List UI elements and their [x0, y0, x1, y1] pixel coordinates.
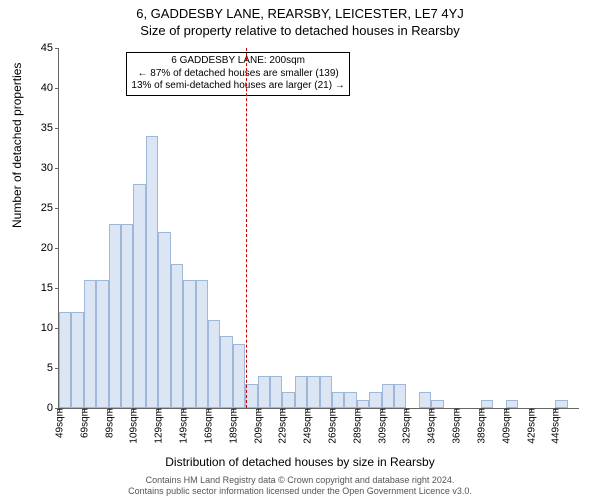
x-tick-label: 89sqm — [102, 408, 115, 438]
x-tick-label: 389sqm — [474, 408, 487, 444]
x-axis-label: Distribution of detached houses by size … — [0, 455, 600, 469]
histogram-bar — [158, 232, 170, 408]
y-axis-label: Number of detached properties — [10, 63, 24, 228]
histogram-bar — [208, 320, 220, 408]
histogram-bar — [555, 400, 567, 408]
plot-area: 6 GADDESBY LANE: 200sqm ← 87% of detache… — [58, 48, 579, 409]
x-tick-label: 229sqm — [276, 408, 289, 444]
x-tick-label: 269sqm — [326, 408, 339, 444]
x-tick-label: 129sqm — [152, 408, 165, 444]
chart-container: 6, GADDESBY LANE, REARSBY, LEICESTER, LE… — [0, 0, 600, 500]
y-tick-mark — [55, 248, 59, 249]
x-tick-label: 209sqm — [251, 408, 264, 444]
x-tick-label: 329sqm — [400, 408, 413, 444]
y-tick-mark — [55, 168, 59, 169]
x-tick-label: 409sqm — [499, 408, 512, 444]
footer-line1: Contains HM Land Registry data © Crown c… — [0, 475, 600, 486]
annotation-line1: 6 GADDESBY LANE: 200sqm — [131, 55, 344, 68]
histogram-bar — [171, 264, 183, 408]
x-tick-label: 109sqm — [127, 408, 140, 444]
marker-annotation: 6 GADDESBY LANE: 200sqm ← 87% of detache… — [126, 52, 349, 96]
x-tick-label: 169sqm — [201, 408, 214, 444]
histogram-bar — [307, 376, 319, 408]
histogram-bar — [196, 280, 208, 408]
histogram-bar — [394, 384, 406, 408]
histogram-bar — [233, 344, 245, 408]
histogram-bar — [109, 224, 121, 408]
histogram-bar — [431, 400, 443, 408]
title-sub: Size of property relative to detached ho… — [0, 21, 600, 38]
x-tick-label: 289sqm — [350, 408, 363, 444]
footer: Contains HM Land Registry data © Crown c… — [0, 475, 600, 497]
histogram-bar — [220, 336, 232, 408]
histogram-bar — [133, 184, 145, 408]
y-tick-mark — [55, 128, 59, 129]
histogram-bar — [146, 136, 158, 408]
histogram-bar — [506, 400, 518, 408]
x-tick-label: 349sqm — [425, 408, 438, 444]
y-tick-mark — [55, 288, 59, 289]
x-tick-label: 189sqm — [226, 408, 239, 444]
title-main: 6, GADDESBY LANE, REARSBY, LEICESTER, LE… — [0, 0, 600, 21]
y-tick-mark — [55, 208, 59, 209]
histogram-bar — [183, 280, 195, 408]
histogram-bar — [419, 392, 431, 408]
histogram-bar — [258, 376, 270, 408]
histogram-bar — [295, 376, 307, 408]
histogram-bar — [71, 312, 83, 408]
x-tick-label: 149sqm — [177, 408, 190, 444]
histogram-bar — [382, 384, 394, 408]
histogram-bar — [282, 392, 294, 408]
footer-line2: Contains public sector information licen… — [0, 486, 600, 497]
histogram-bar — [320, 376, 332, 408]
x-tick-label: 69sqm — [77, 408, 90, 438]
x-tick-label: 429sqm — [524, 408, 537, 444]
y-tick-mark — [55, 48, 59, 49]
histogram-bar — [369, 392, 381, 408]
histogram-bar — [344, 392, 356, 408]
histogram-bar — [270, 376, 282, 408]
x-tick-label: 309sqm — [375, 408, 388, 444]
histogram-bar — [96, 280, 108, 408]
histogram-bar — [84, 280, 96, 408]
histogram-bar — [357, 400, 369, 408]
marker-line — [246, 48, 247, 408]
y-tick-mark — [55, 88, 59, 89]
histogram-bar — [481, 400, 493, 408]
histogram-bar — [59, 312, 71, 408]
x-tick-label: 449sqm — [549, 408, 562, 444]
x-tick-label: 249sqm — [301, 408, 314, 444]
annotation-line3: 13% of semi-detached houses are larger (… — [131, 80, 344, 93]
x-tick-label: 49sqm — [53, 408, 66, 438]
annotation-line2: ← 87% of detached houses are smaller (13… — [131, 68, 344, 81]
histogram-bar — [332, 392, 344, 408]
x-tick-label: 369sqm — [450, 408, 463, 444]
histogram-bar — [121, 224, 133, 408]
